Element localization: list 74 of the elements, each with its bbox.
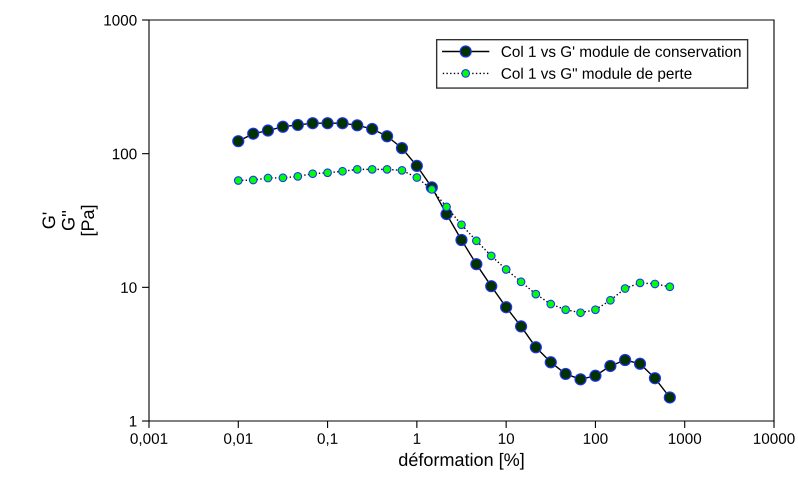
point [247,128,260,140]
point [604,360,616,372]
point [502,265,511,274]
y-tick-label: 100 [112,148,137,160]
point [292,118,304,132]
point [293,172,302,181]
point [262,124,274,137]
point [410,160,423,172]
x-tick-label: 0,1 [318,433,338,446]
point [232,135,244,148]
y-axis-title: G' G'' [Pa] [42,206,98,236]
legend-label: Col 1 vs G' module de conservation [502,46,741,57]
point [619,354,632,366]
point [455,234,468,246]
y-tick-label: 1 [130,416,136,427]
point [412,173,422,182]
x-tick-label: 1000 [668,433,702,444]
point [591,305,600,314]
legend-label: Col 1 vs G" module de perte [502,68,692,82]
point [576,308,585,318]
point [620,284,630,293]
point [366,122,378,136]
point [589,370,602,382]
point [500,301,512,314]
point [368,164,377,174]
point [427,185,436,194]
x-axis-title: déformation [%] [399,452,524,470]
point [248,176,258,184]
point [530,341,542,354]
point [380,130,394,142]
point [650,280,660,288]
point [382,164,392,174]
y-tick-label: 10 [121,282,137,294]
x-tick-label: 10000 [754,433,795,444]
point [544,356,557,368]
point [336,117,349,130]
y-tick-label: 1000 [104,14,137,26]
x-tick-label: 100 [584,433,608,444]
point [634,358,646,370]
x-tick-label: 0,01 [224,433,252,446]
x-tick-label: 0,001 [130,433,168,446]
point [352,164,362,174]
point [338,166,347,176]
point [486,251,496,260]
point [606,296,615,305]
point [396,142,408,154]
point [234,176,243,185]
point [531,290,540,298]
point [457,220,466,230]
x-tick-label: 10 [498,433,514,444]
point [648,372,662,384]
point [470,258,482,270]
point [351,119,364,132]
point [278,173,288,182]
point [308,169,318,178]
point [514,320,528,333]
point [665,282,674,292]
point [664,391,676,404]
point [636,278,644,288]
point [560,368,572,380]
point [574,373,587,386]
point [546,300,556,308]
point [485,280,498,292]
point [516,277,526,286]
point [442,202,451,212]
point [276,120,290,133]
point [398,166,406,175]
point [264,174,272,182]
point [306,117,319,130]
point [472,236,481,246]
x-tick-label: 1 [414,433,420,444]
point [323,168,332,178]
point [561,305,570,314]
point [321,117,334,130]
